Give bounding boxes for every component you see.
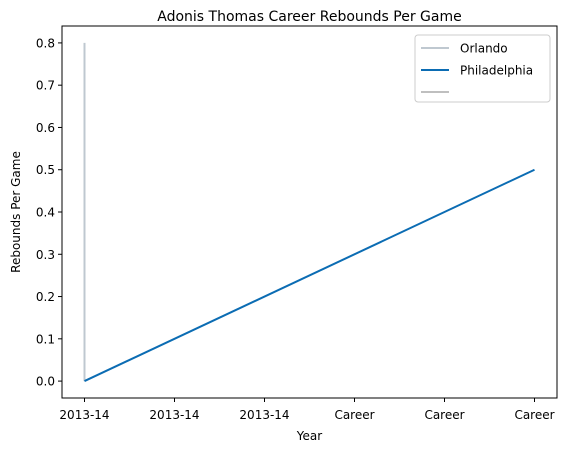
x-tick-label: 2013-14 (59, 408, 109, 422)
chart-title: Adonis Thomas Career Rebounds Per Game (157, 9, 461, 25)
y-tick-label: 0.8 (36, 36, 55, 50)
x-axis-ticks: 2013-14 2013-14 2013-14 Career Career Career (59, 398, 555, 422)
y-tick-label: 0.5 (36, 163, 55, 177)
legend: Orlando Philadelphia (414, 34, 551, 103)
x-tick-label: Career (424, 408, 464, 422)
legend-box (414, 34, 551, 103)
y-tick-label: 0.2 (36, 290, 55, 304)
series-line-philadelphia (84, 168, 535, 382)
x-tick-label: Career (514, 408, 554, 422)
y-tick-label: 0.6 (36, 121, 55, 135)
legend-label: Orlando (460, 42, 508, 56)
x-tick-label: Career (334, 408, 374, 422)
x-tick-label: 2013-14 (149, 408, 199, 422)
y-tick-label: 0.0 (36, 375, 55, 389)
y-axis-label: Rebounds Per Game (9, 151, 23, 273)
legend-label: Philadelphia (460, 64, 533, 78)
x-axis-label: Year (296, 429, 322, 443)
series-layer (83, 42, 535, 382)
y-tick-label: 0.4 (36, 206, 55, 220)
y-tick-label: 0.1 (36, 332, 55, 346)
y-axis-ticks: 0.0 0.1 0.2 0.3 0.4 0.5 0.6 0.7 0.8 (36, 36, 62, 389)
x-tick-label: 2013-14 (239, 408, 289, 422)
y-tick-label: 0.7 (36, 79, 55, 93)
y-tick-label: 0.3 (36, 248, 55, 262)
legend-items: Orlando Philadelphia (421, 42, 533, 93)
